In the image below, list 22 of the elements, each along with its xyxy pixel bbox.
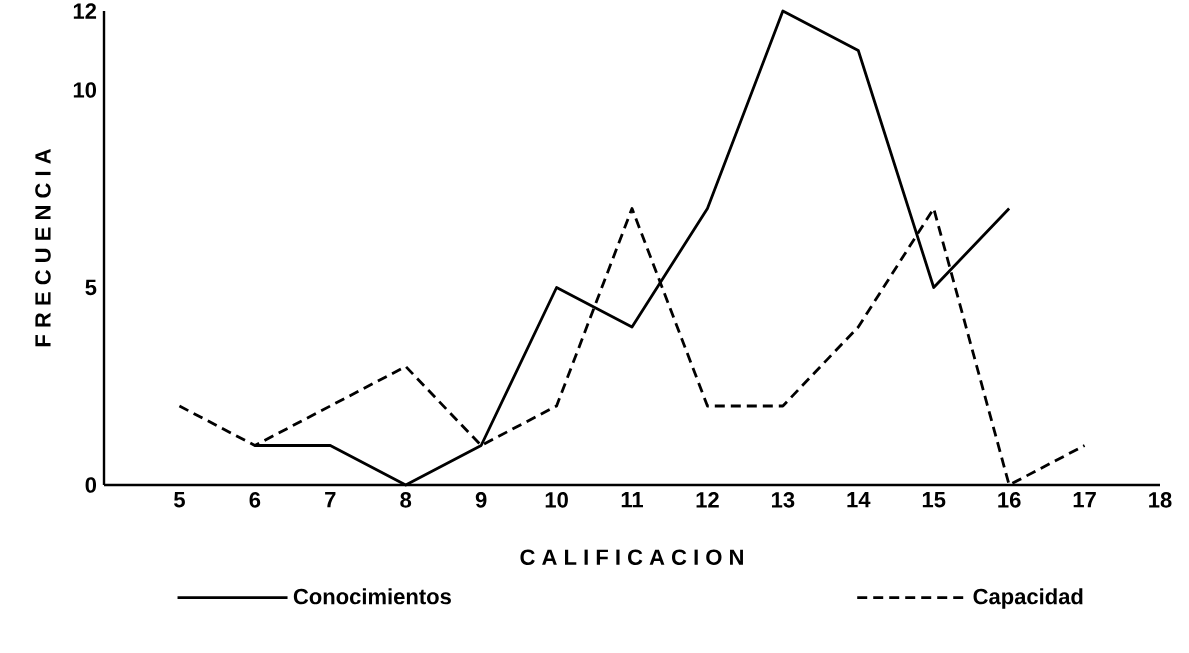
x-tick-label: 11 [621, 492, 643, 508]
x-tick-label: 18 [1149, 492, 1172, 508]
x-tick-label: 6 [249, 492, 261, 508]
y-tick-label: 10 [73, 82, 97, 98]
x-axis-title: C A L I F I C A C I O N [520, 549, 743, 565]
y-tick-label: 0 [85, 477, 97, 493]
legend-label: Conocimientos [293, 588, 451, 605]
x-tick-label: 7 [325, 492, 336, 508]
x-tick-label: 8 [400, 492, 412, 508]
x-tick-label: 14 [847, 492, 871, 508]
x-tick-label: 5 [174, 492, 185, 508]
x-tick-label: 16 [998, 492, 1021, 508]
legend-label: Capacidad [973, 588, 1083, 609]
x-tick-label: 10 [545, 492, 568, 508]
x-tick-label: 9 [475, 492, 487, 508]
y-tick-label: 12 [73, 3, 97, 19]
x-tick-label: 17 [1073, 492, 1096, 508]
x-tick-label: 15 [922, 492, 946, 508]
y-axis-title: F R E C U E N C I A [35, 148, 51, 347]
y-tick-label: 5 [85, 279, 97, 296]
x-tick-label: 12 [696, 492, 719, 508]
x-tick-label: 13 [772, 492, 795, 508]
